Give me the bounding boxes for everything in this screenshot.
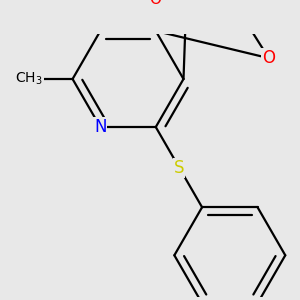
Text: O: O bbox=[149, 0, 161, 7]
Text: CH$_3$: CH$_3$ bbox=[16, 71, 43, 87]
Text: O: O bbox=[262, 49, 275, 67]
Text: S: S bbox=[174, 159, 184, 177]
Text: N: N bbox=[94, 118, 106, 136]
